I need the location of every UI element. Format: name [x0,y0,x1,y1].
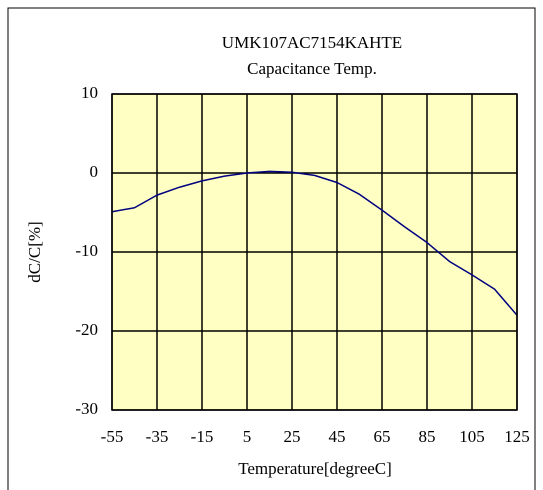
x-tick-label: 65 [374,427,391,446]
frame [7,7,536,490]
y-tick-label: 0 [90,162,99,181]
y-tick-label: -20 [75,320,98,339]
y-tick-label: 10 [81,83,98,102]
x-tick-label: -15 [191,427,214,446]
x-tick-label: 125 [504,427,530,446]
x-tick-label: 85 [419,427,436,446]
x-tick-label: -35 [146,427,169,446]
x-tick-label: 25 [284,427,301,446]
x-axis-label: Temperature[degreeC] [238,459,392,478]
x-tick-label: 5 [243,427,252,446]
plot-border [111,93,518,411]
y-tick-label: -10 [75,241,98,260]
x-tick-label: 105 [459,427,485,446]
data-line [111,170,518,316]
x-tick-label: -55 [101,427,124,446]
chart-title: UMK107AC7154KAHTE [222,33,402,52]
x-tick-label: 45 [329,427,346,446]
chart-subtitle: Capacitance Temp. [247,59,377,78]
y-tick-label: -30 [75,399,98,418]
y-axis-label: dC/C[%] [25,221,44,282]
